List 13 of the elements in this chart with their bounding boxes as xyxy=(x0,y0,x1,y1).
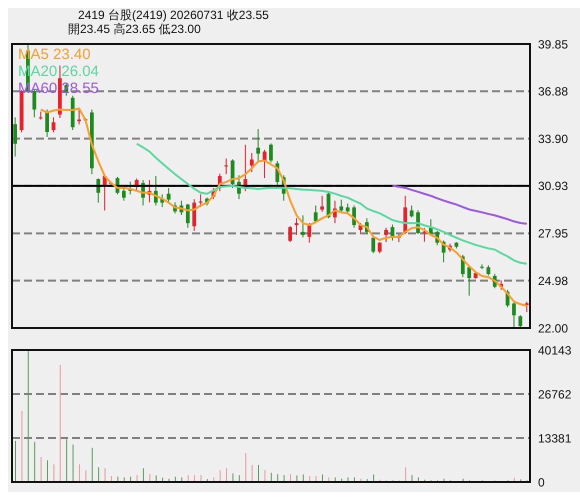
y-tick-label: 0 xyxy=(538,475,545,490)
y-tick-label: 13381 xyxy=(538,431,572,446)
y-tick-label: 33.90 xyxy=(538,132,568,146)
y-tick-label: 24.98 xyxy=(538,274,568,288)
chart-title: 2419 台股(2419) 20260731 收23.55 xyxy=(77,8,270,22)
y-tick-label: 27.95 xyxy=(538,226,568,241)
y-tick-label: 39.85 xyxy=(538,37,568,52)
y-tick-label: 36.88 xyxy=(538,84,568,99)
y-tick-label: 22.00 xyxy=(538,321,568,336)
y-tick-label: 30.93 xyxy=(538,179,568,194)
y-tick-label: 26762 xyxy=(538,387,572,402)
y-tick-label: 40143 xyxy=(538,343,572,358)
chart-subtitle: 開23.45 高23.65 低23.00 xyxy=(67,22,202,36)
